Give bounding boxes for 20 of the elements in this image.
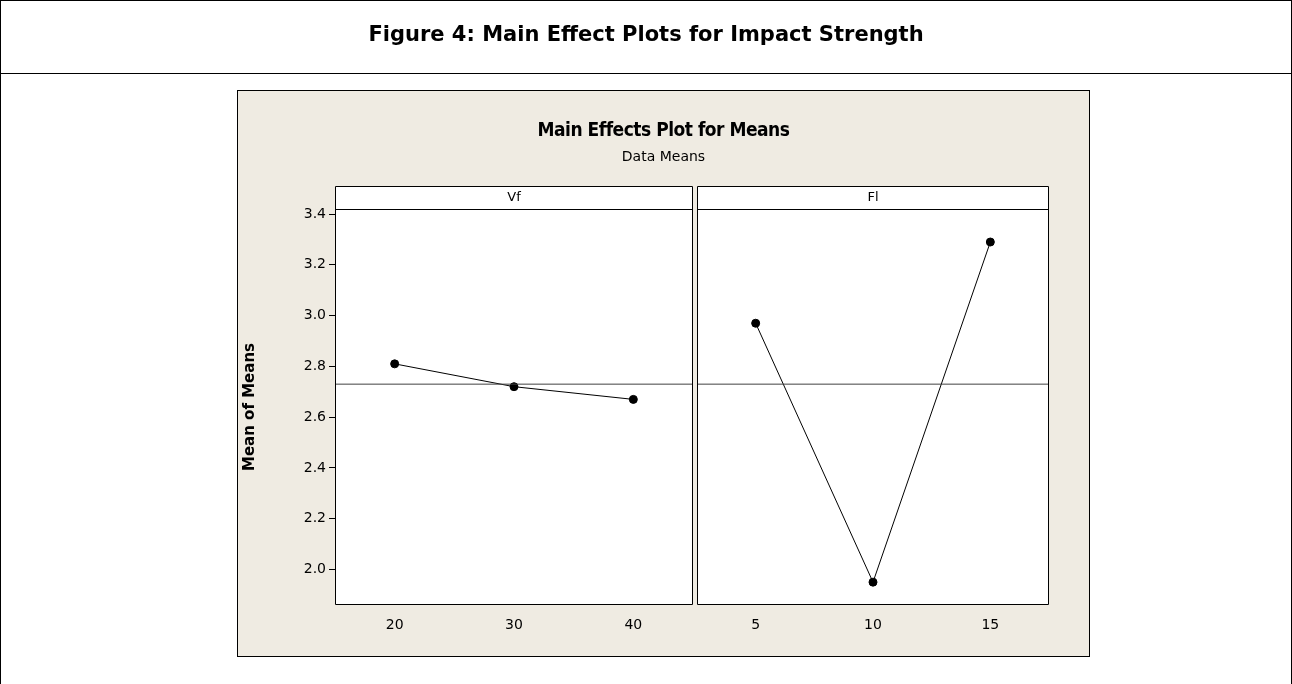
x-tick-label: 40 xyxy=(624,616,643,633)
caption: Figure 4: Main Effect Plots for Impact Strength xyxy=(367,22,925,46)
text: Main Effects Plot for Means xyxy=(536,118,791,140)
x-tick-label: 15 xyxy=(981,616,1000,633)
y-tick-label: 3.4 xyxy=(303,204,327,221)
y-tick-label: 3.2 xyxy=(303,255,326,272)
text: Data Means xyxy=(620,148,707,164)
y-tick-label: 3.0 xyxy=(303,306,326,323)
y-tick-label: 2.0 xyxy=(303,560,326,577)
y-tick-label: 2.2 xyxy=(303,509,326,526)
y-tick-label: 2.6 xyxy=(303,407,327,424)
x-tick-label: 20 xyxy=(385,616,404,633)
y-axis-title: Mean of Means xyxy=(239,342,258,472)
y-tick-label: 2.8 xyxy=(303,357,326,374)
chart-title: Vf xyxy=(507,189,522,205)
y-tick-label: 2.4 xyxy=(303,458,327,475)
x-tick-label: 30 xyxy=(505,616,523,633)
x-tick-label: 10 xyxy=(864,616,882,633)
chart-title: Fl xyxy=(867,189,879,205)
x-tick-label: 5 xyxy=(751,616,761,633)
